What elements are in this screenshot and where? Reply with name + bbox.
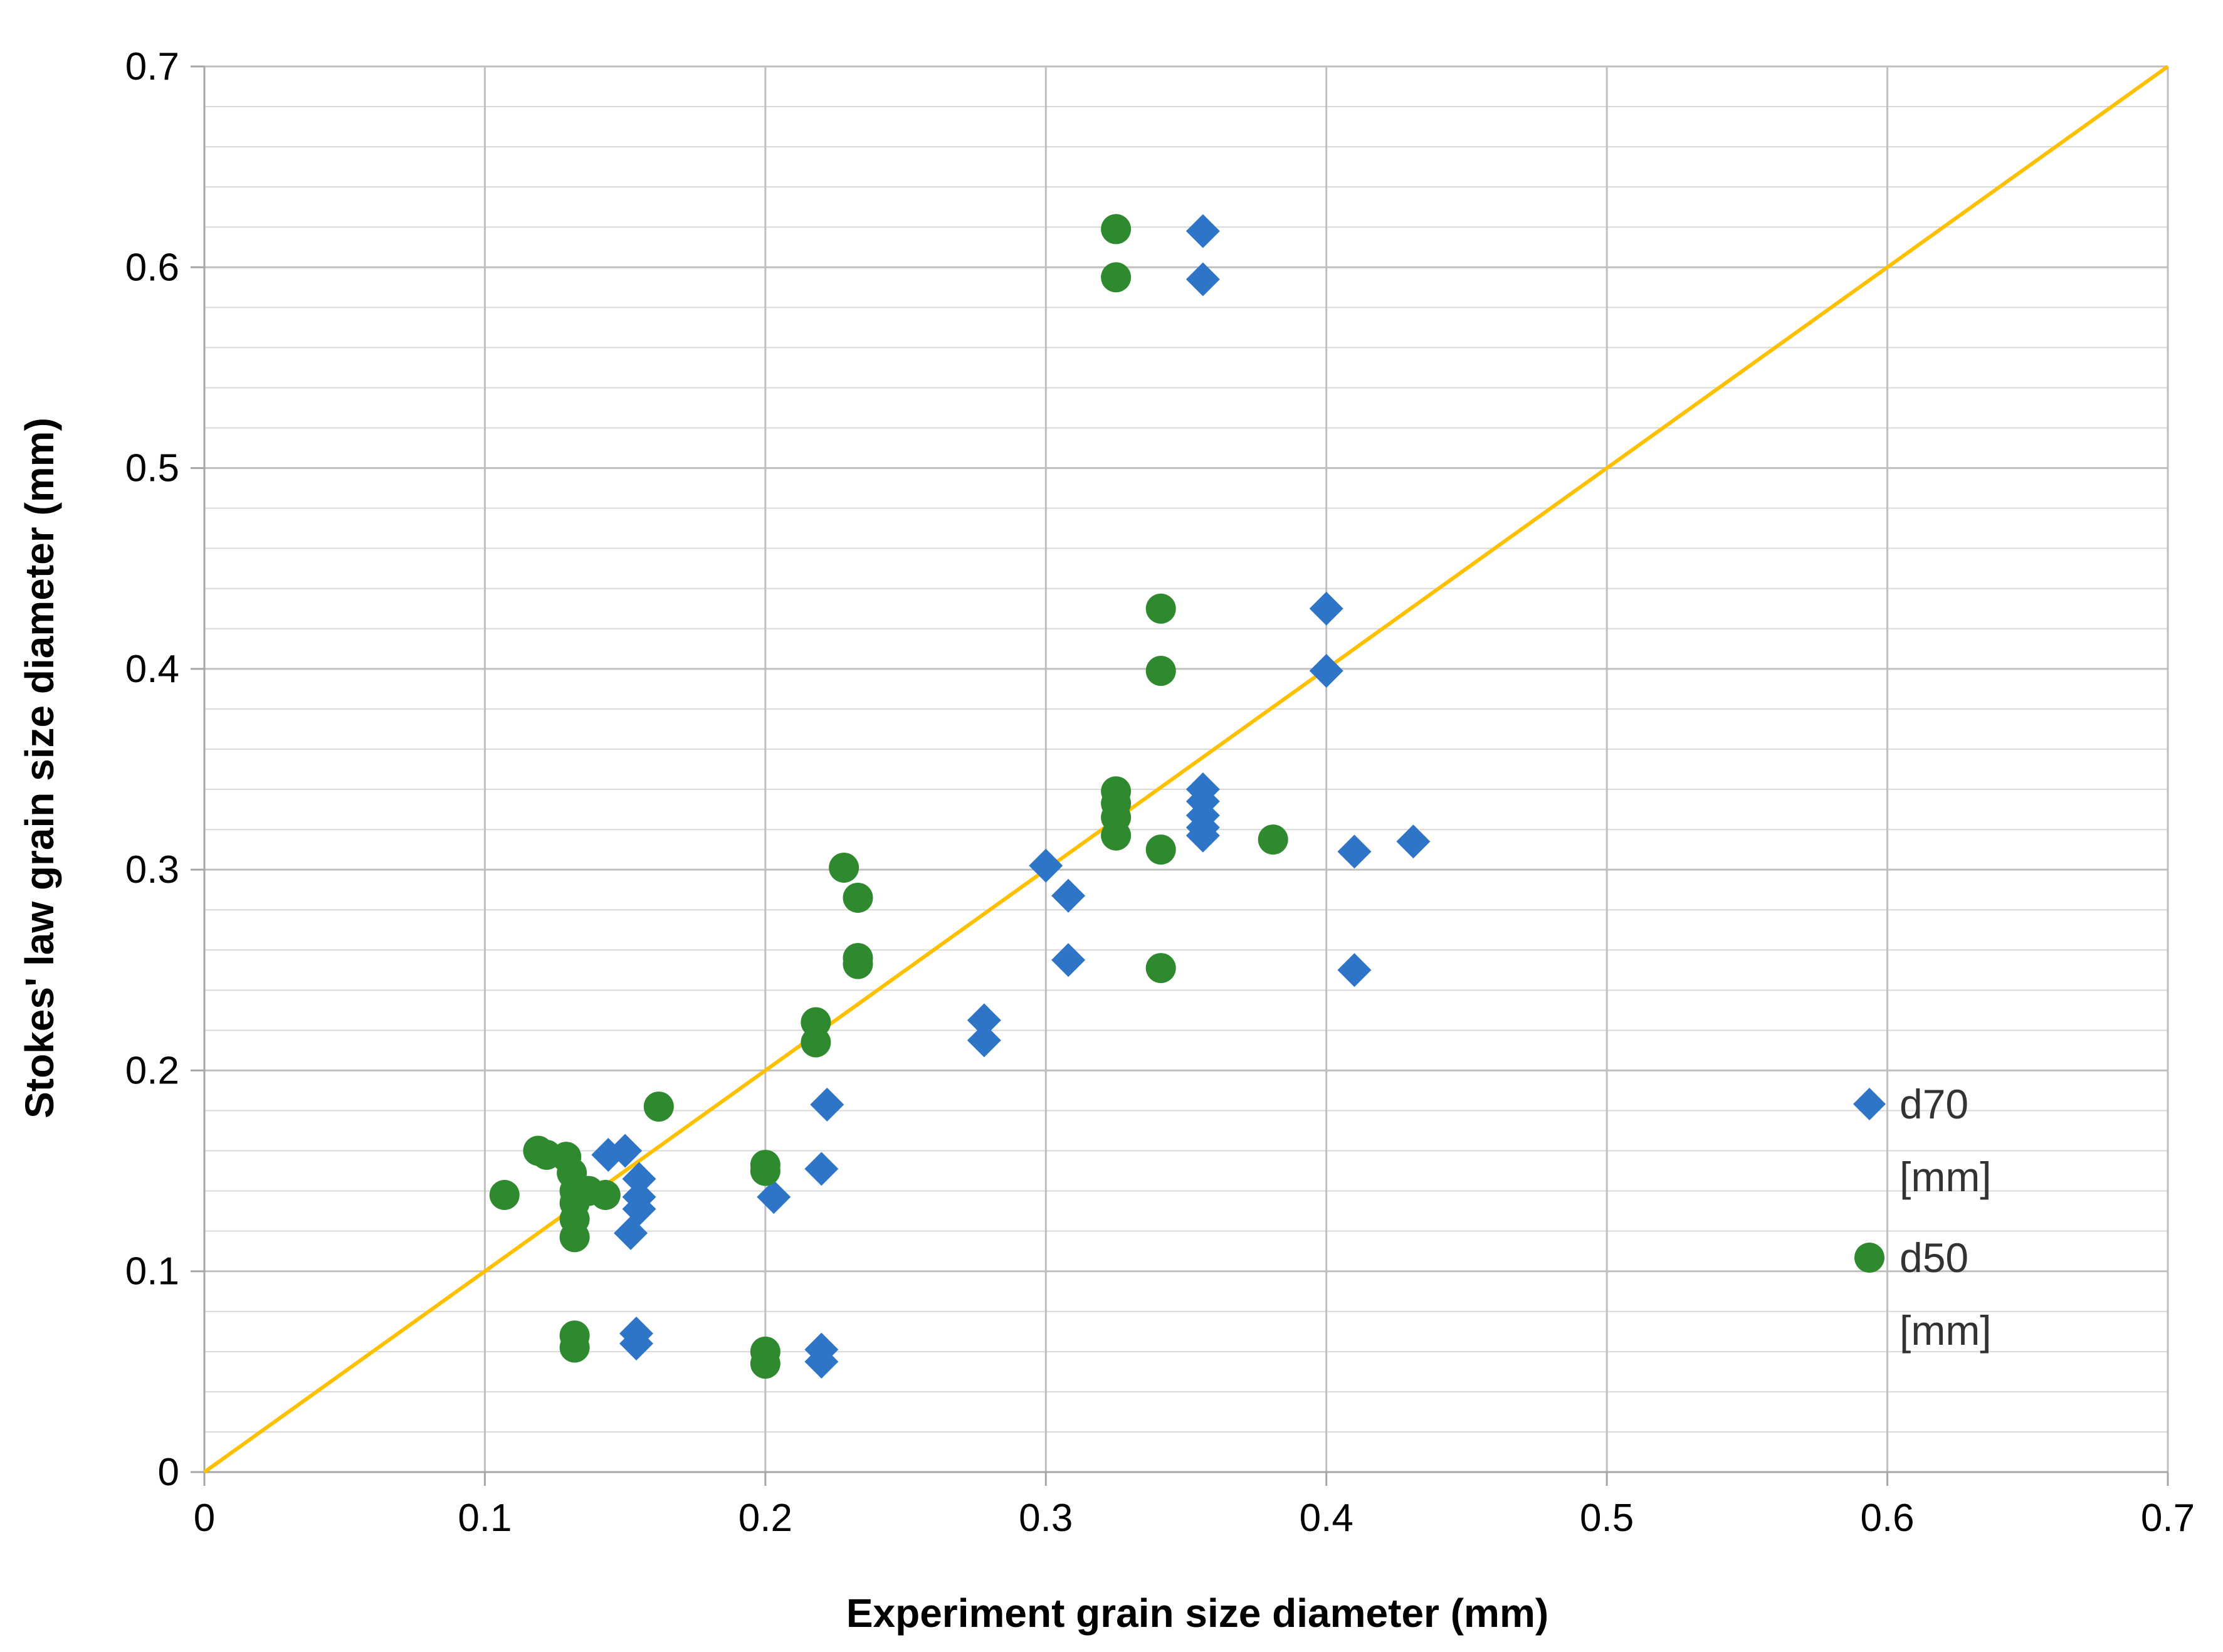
major-gridlines <box>204 65 2169 1472</box>
point-d70 <box>1337 953 1372 987</box>
y-tick-label: 0.6 <box>125 246 179 289</box>
point-d50 <box>801 1027 831 1058</box>
y-tick-label: 0.5 <box>125 447 179 490</box>
point-d70 <box>1051 878 1086 913</box>
point-d70 <box>619 1327 654 1361</box>
series-d70 <box>591 214 1431 1379</box>
point-d70 <box>1029 848 1063 883</box>
point-d50 <box>829 852 859 883</box>
legend-entry-d50: d50 [mm] <box>1854 1234 1992 1354</box>
point-d50 <box>1101 262 1132 293</box>
x-tick-label: 0 <box>194 1497 215 1540</box>
point-d50 <box>1101 214 1132 245</box>
series-d50 <box>489 214 1288 1379</box>
y-tick-label: 0.4 <box>125 648 179 691</box>
y-tick-label: 0.7 <box>125 45 179 88</box>
point-d70 <box>622 1162 656 1196</box>
legend-marker-d50 <box>1854 1243 1884 1273</box>
x-tick-label: 0.4 <box>1300 1497 1353 1540</box>
legend-unit-d70: [mm] <box>1900 1154 1992 1200</box>
point-d70 <box>614 1216 648 1250</box>
legend-unit-d50: [mm] <box>1900 1307 1992 1354</box>
legend-label-d70: d70 <box>1900 1081 1968 1127</box>
reference-line-1to1 <box>203 65 2169 1474</box>
x-tick-label: 0.7 <box>2141 1497 2195 1540</box>
axes <box>191 65 2169 1486</box>
point-d70 <box>1185 214 1220 248</box>
y-tick-label: 0 <box>158 1451 179 1494</box>
point-d50 <box>559 1222 590 1253</box>
legend-label-d50: d50 <box>1900 1234 1968 1281</box>
point-d70 <box>1051 943 1086 977</box>
point-d50 <box>1145 656 1176 687</box>
reference-line-group <box>203 65 2169 1474</box>
point-d70 <box>757 1180 791 1214</box>
legend-entry-d70: d70 [mm] <box>1853 1081 1992 1200</box>
point-d70 <box>1396 824 1431 859</box>
y-tick-label: 0.2 <box>125 1049 179 1092</box>
x-tick-label: 0.2 <box>738 1497 792 1540</box>
x-tick-label: 0.6 <box>1860 1497 1914 1540</box>
point-d70 <box>804 1152 839 1186</box>
y-tick-label: 0.3 <box>125 848 179 892</box>
point-d70 <box>1185 818 1220 853</box>
tick-labels: 0 0.1 0.2 0.3 0.4 0.5 0.6 0.7 0 0.1 0.2 0.3 0.4 0.5 0.… <box>125 45 2195 1540</box>
point-d70 <box>967 1023 1001 1058</box>
point-d70 <box>1185 262 1220 297</box>
point-d50 <box>643 1092 674 1122</box>
point-d50 <box>1145 834 1176 865</box>
point-d50 <box>1101 820 1132 851</box>
point-d50 <box>559 1332 590 1363</box>
point-d70 <box>810 1087 844 1122</box>
point-d70 <box>967 1003 1001 1038</box>
x-tick-label: 0.3 <box>1019 1497 1073 1540</box>
point-d70 <box>608 1134 643 1168</box>
point-d50 <box>750 1155 780 1186</box>
point-d50 <box>489 1180 520 1211</box>
y-axis-title: Stokes' law grain size diameter (mm) <box>17 418 62 1118</box>
point-d50 <box>843 882 873 913</box>
point-d50 <box>750 1349 780 1379</box>
point-d50 <box>843 949 873 979</box>
x-tick-label: 0.5 <box>1580 1497 1634 1540</box>
point-d70 <box>1337 834 1372 869</box>
point-d70 <box>804 1344 839 1379</box>
x-tick-label: 0.1 <box>458 1497 512 1540</box>
point-d50 <box>1145 953 1176 984</box>
point-d50 <box>1258 824 1288 855</box>
x-axis-title: Experiment grain size diameter (mm) <box>846 1591 1548 1636</box>
y-tick-label: 0.1 <box>125 1250 179 1293</box>
point-d50 <box>1145 593 1176 624</box>
data-points <box>489 214 1431 1379</box>
point-d70 <box>1309 591 1343 626</box>
legend-marker-d70 <box>1853 1088 1886 1120</box>
point-d70 <box>1309 654 1343 688</box>
legend: d70 [mm] d50 [mm] <box>1853 1081 1992 1354</box>
point-d50 <box>590 1180 621 1211</box>
